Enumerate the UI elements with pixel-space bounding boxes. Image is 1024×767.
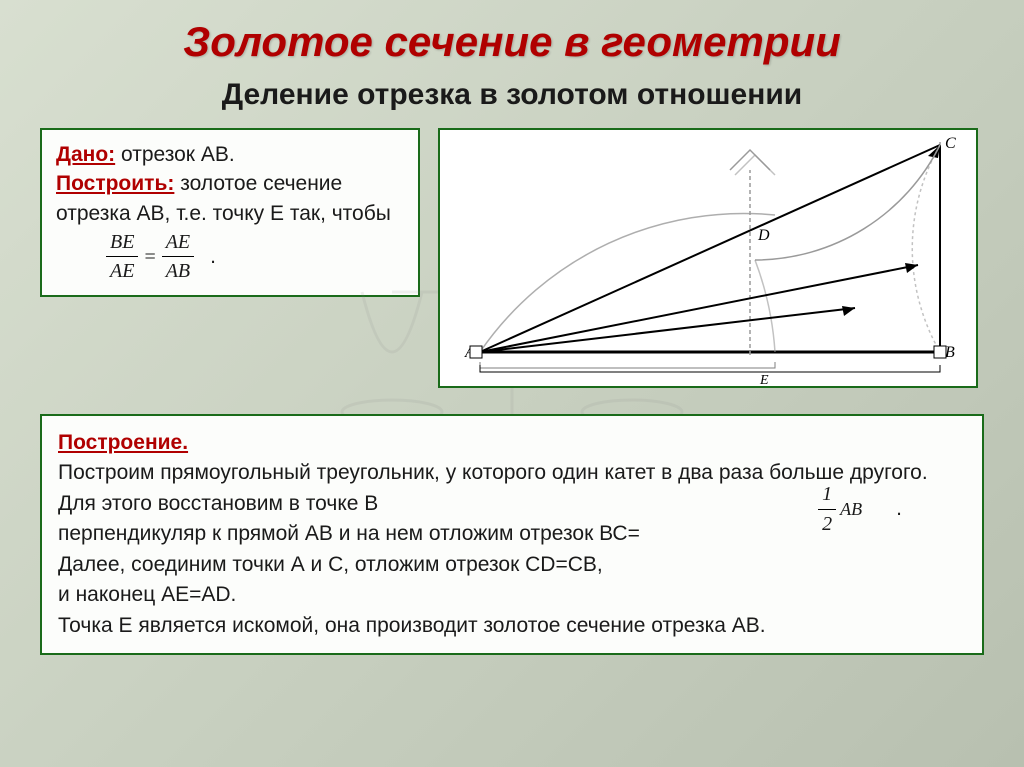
ab-label: AB	[840, 496, 862, 522]
geometry-diagram: A B C D E	[438, 128, 978, 388]
line2-text: перпендикуляр к прямой АВ и на нем отлож…	[58, 522, 640, 545]
frac-den: 2	[818, 510, 836, 539]
construction-line-4: и наконец АЕ=AD.	[58, 580, 966, 610]
frac-num: AE	[162, 228, 194, 257]
given-label: Дано:	[56, 143, 115, 166]
given-text: отрезок АВ.	[121, 143, 235, 166]
frac-den: AB	[162, 257, 194, 285]
given-box: Дано: отрезок АВ. Построить: золотое сеч…	[40, 128, 420, 297]
fraction-ae-ab: AE AB	[162, 228, 194, 285]
ratio-equation: BE AE = AE AB .	[106, 228, 404, 285]
half-ab-fraction: 1 2 AB .	[818, 480, 902, 539]
label-c: C	[945, 135, 956, 152]
page-subtitle: Деление отрезка в золотом отношении	[0, 78, 1024, 112]
construction-label: Построение.	[58, 428, 966, 458]
frac-num: BE	[106, 228, 138, 257]
construction-line-3: Далее, соединим точки А и С, отложим отр…	[58, 550, 966, 580]
frac-den: AE	[106, 257, 138, 285]
fraction-half: 1 2	[818, 480, 836, 539]
period: .	[896, 494, 902, 524]
period: .	[210, 242, 216, 271]
construct-label: Построить:	[56, 172, 174, 195]
construction-box: Построение. Построим прямоугольный треуг…	[40, 414, 984, 655]
label-e: E	[759, 373, 769, 388]
page-title: Золотое сечение в геометрии	[0, 0, 1024, 66]
frac-num: 1	[818, 480, 836, 510]
label-d: D	[757, 227, 770, 244]
equals-sign: =	[144, 243, 155, 271]
fraction-be-ae: BE AE	[106, 228, 138, 285]
content-row: Дано: отрезок АВ. Построить: золотое сеч…	[0, 112, 1024, 388]
construction-line-5: Точка Е является искомой, она производит…	[58, 611, 966, 641]
